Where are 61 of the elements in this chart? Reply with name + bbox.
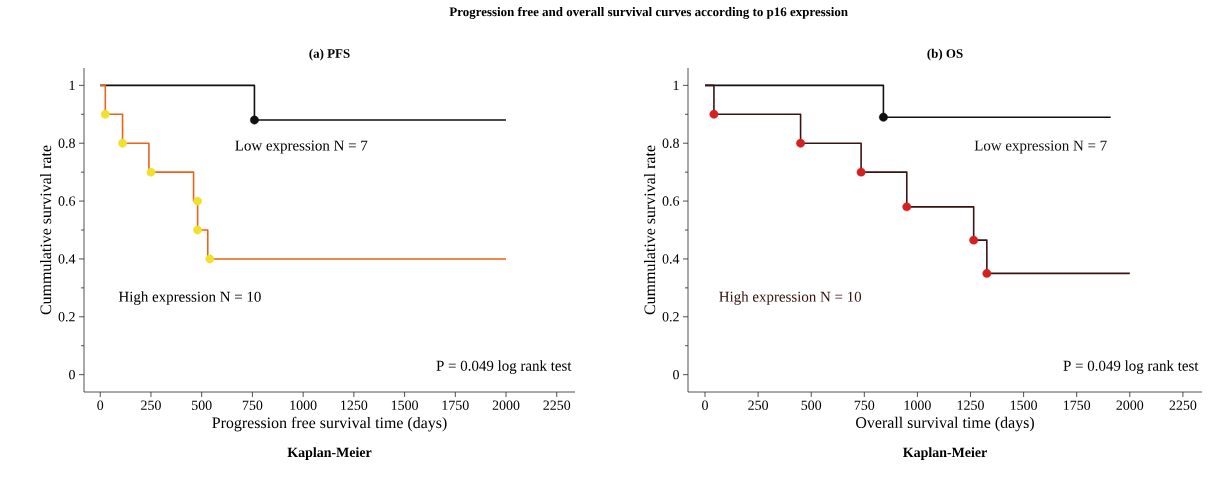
point — [709, 109, 719, 119]
x-tick-label: 250 — [748, 400, 769, 410]
x-tick-label: 750 — [854, 400, 875, 410]
text: High expression N = 10 — [719, 291, 862, 305]
y-tick-label: 1 — [673, 80, 679, 90]
x-tick-label: 2000 — [1116, 400, 1144, 410]
x-axis-title: Overall survival time (days) — [856, 416, 1034, 432]
point — [982, 269, 992, 278]
text: High expression N = 10 — [118, 291, 261, 305]
point — [118, 138, 127, 148]
x-tick-label: 0 — [97, 400, 104, 410]
point — [902, 202, 912, 212]
y-tick-label: 0 — [69, 369, 75, 380]
chart-title: (a) PFS — [309, 48, 350, 61]
x-tick-label: 1250 — [957, 400, 984, 410]
x-axis-title: Progression free survival time (days) — [212, 416, 447, 432]
y-tick-label: 0.4 — [662, 254, 680, 264]
x-tick-label: 1500 — [391, 400, 418, 410]
x-tick-label: 1250 — [341, 400, 368, 410]
point — [969, 235, 979, 245]
y-tick-label: 0.6 — [662, 196, 680, 206]
y-tick-label: 0.4 — [58, 254, 76, 264]
x-tick-label: 1000 — [290, 400, 317, 410]
y-tick-label: 0.2 — [662, 312, 679, 322]
y-tick-label: 0.8 — [58, 138, 75, 148]
x-tick-label: 250 — [141, 400, 161, 410]
x-tick-label: 750 — [242, 400, 263, 410]
chart-title: (b) OS — [927, 48, 963, 61]
x-tick-label: 1000 — [904, 400, 931, 410]
y-tick-label: 0 — [673, 369, 679, 380]
point — [879, 112, 888, 122]
x-tick-label: 1750 — [1063, 400, 1091, 410]
x-tick-label: 2000 — [492, 400, 520, 410]
point — [205, 254, 215, 264]
point — [193, 225, 203, 235]
y-tick-label: 0.6 — [58, 196, 76, 206]
annotation: P = 0.049 log rank test — [436, 360, 572, 374]
text: Progression free and overall survival curves according to p16 expression — [449, 6, 848, 19]
point — [146, 167, 156, 177]
y-axis-title: Cummulative survival rate — [643, 145, 656, 315]
x-tick-label: 1750 — [442, 400, 469, 410]
y-tick-label: 0.8 — [662, 138, 679, 148]
x-tick-label: 500 — [801, 400, 822, 410]
series-label: Low expression N = 7 — [235, 140, 368, 154]
x-tick-label: 2250 — [1169, 400, 1197, 410]
point — [250, 115, 259, 125]
y-tick-label: 0.2 — [58, 312, 75, 322]
annotation: P = 0.049 log rank test — [1063, 360, 1199, 374]
point — [796, 138, 805, 148]
x-tick-label: 2250 — [543, 400, 571, 410]
text: Kaplan-Meier — [287, 447, 372, 460]
x-tick-label: 1500 — [1010, 400, 1038, 410]
point — [856, 167, 866, 177]
y-tick-label: 1 — [69, 80, 75, 90]
x-tick-label: 500 — [192, 400, 212, 410]
x-tick-label: 0 — [702, 400, 708, 410]
text: Kaplan-Meier — [903, 447, 987, 460]
y-axis-title: Cummulative survival rate — [39, 145, 52, 315]
point — [193, 196, 203, 206]
point — [100, 109, 110, 119]
series-label: Low expression N = 7 — [974, 140, 1107, 154]
